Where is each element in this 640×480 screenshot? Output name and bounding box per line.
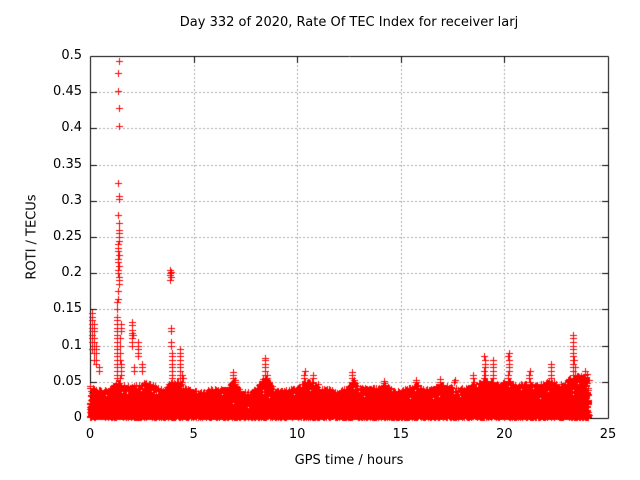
y-tick-label: 0.4	[61, 120, 82, 136]
x-tick-label: 25	[599, 427, 617, 442]
y-tick-label: 0	[73, 410, 82, 425]
x-tick-label: 5	[189, 427, 198, 442]
x-tick-label: 15	[392, 427, 410, 442]
y-tick-label: 0.3	[61, 192, 82, 208]
y-tick-label: 0.1	[61, 337, 82, 353]
x-tick-label: 20	[496, 427, 513, 442]
x-tick-label: 0	[85, 427, 95, 442]
y-tick-label: 0.25	[53, 229, 82, 244]
y-tick-label: 0.45	[53, 84, 82, 100]
x-axis-label: GPS time / hours	[294, 453, 404, 468]
x-tick-label: 10	[288, 427, 306, 442]
y-tick-label: 0.2	[61, 265, 82, 281]
y-tick-label: 0.5	[61, 48, 82, 63]
y-tick-label: 0.05	[53, 373, 82, 389]
y-tick-label: 0.35	[53, 156, 82, 172]
y-tick-label: 0.15	[53, 301, 82, 317]
chart-title: Day 332 of 2020, Rate Of TEC Index for r…	[179, 15, 519, 30]
